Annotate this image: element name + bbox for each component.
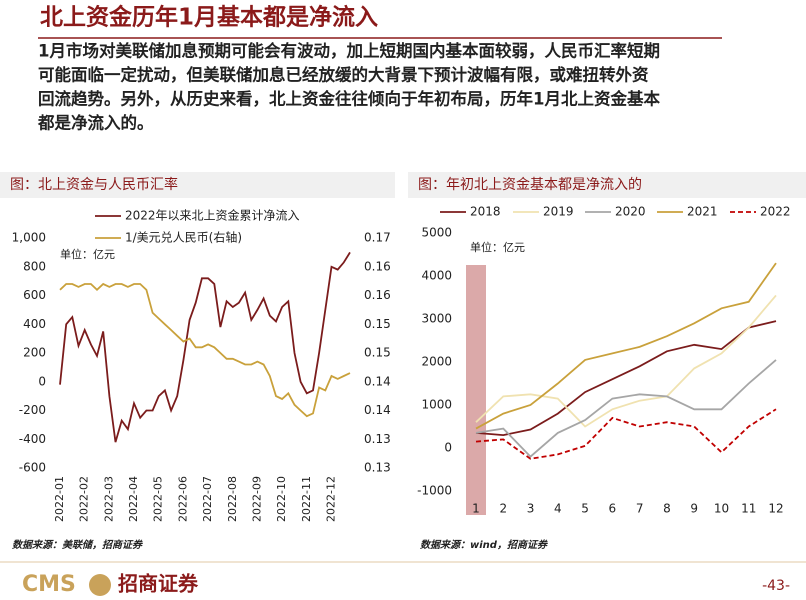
x-tick-label: 12 bbox=[768, 502, 783, 516]
x-tick-label: 11 bbox=[741, 502, 756, 516]
x-tick-label: 2 bbox=[499, 502, 507, 516]
unit-note: 单位：亿元 bbox=[470, 240, 525, 254]
x-tick-label: 2022-04 bbox=[127, 476, 140, 522]
highlight-band bbox=[466, 265, 486, 515]
x-tick-label: 5 bbox=[581, 502, 589, 516]
y-tick-label: 0 bbox=[444, 441, 452, 455]
y2-tick-label: 0.13 bbox=[364, 432, 391, 446]
y-tick-label: 600 bbox=[23, 288, 46, 302]
x-tick-label: 2022-03 bbox=[102, 476, 115, 522]
x-tick-label: 3 bbox=[527, 502, 535, 516]
y2-tick-label: 0.16 bbox=[364, 288, 391, 302]
y-tick-label: 2000 bbox=[421, 355, 452, 369]
legend-label: 2022年以来北上资金累计净流入 bbox=[125, 208, 300, 223]
x-tick-label: 1 bbox=[472, 502, 480, 516]
chart-title: 图：北上资金与人民币汇率 bbox=[10, 176, 178, 193]
series-line bbox=[475, 262, 777, 430]
legend-label: 2021 bbox=[687, 205, 718, 219]
x-tick-label: 2022-12 bbox=[324, 476, 337, 522]
y2-tick-label: 0.16 bbox=[364, 259, 391, 273]
y-tick-label: 5000 bbox=[421, 226, 452, 240]
legend-label: 2020 bbox=[615, 205, 646, 219]
y2-tick-label: 0.13 bbox=[364, 461, 391, 475]
y-tick-label: -1000 bbox=[417, 484, 452, 498]
x-tick-label: 9 bbox=[690, 502, 698, 516]
x-tick-label: 2022-09 bbox=[250, 476, 263, 522]
paragraph-line: 都是净流入的。 bbox=[37, 113, 154, 133]
x-tick-label: 2022-05 bbox=[152, 476, 165, 522]
y2-tick-label: 0.15 bbox=[364, 317, 391, 331]
x-tick-label: 8 bbox=[663, 502, 671, 516]
chart-title: 图：年初北上资金基本都是净流入的 bbox=[418, 176, 642, 193]
y-tick-label: -600 bbox=[19, 461, 46, 475]
series-line bbox=[475, 359, 777, 458]
y2-tick-label: 0.14 bbox=[364, 403, 391, 417]
panel-title-bar bbox=[408, 172, 806, 198]
x-tick-label: 2022-08 bbox=[226, 476, 239, 522]
x-tick-label: 2022-11 bbox=[300, 476, 313, 522]
source-note: 数据来源：wind，招商证券 bbox=[420, 539, 548, 551]
paragraph-line: 回流趋势。另外，从历史来看，北上资金往往倾向于年初布局，历年1月北上资金基本 bbox=[38, 89, 660, 109]
y-tick-label: 0 bbox=[38, 374, 46, 388]
x-tick-label: 7 bbox=[636, 502, 644, 516]
y-tick-label: 400 bbox=[23, 317, 46, 331]
x-tick-label: 2022-02 bbox=[78, 476, 91, 522]
x-tick-label: 4 bbox=[554, 502, 562, 516]
y-tick-label: -200 bbox=[19, 403, 46, 417]
source-note: 数据来源：美联储，招商证券 bbox=[12, 539, 143, 551]
panel-title-bar bbox=[0, 172, 395, 198]
series-line bbox=[59, 282, 351, 418]
series-line bbox=[475, 320, 777, 437]
legend-label: 2018 bbox=[470, 205, 501, 219]
y2-tick-label: 0.15 bbox=[364, 346, 391, 360]
footer-logo: CMS bbox=[22, 572, 76, 597]
y2-tick-label: 0.17 bbox=[364, 231, 391, 245]
x-tick-label: 2022-06 bbox=[176, 476, 189, 522]
footer-company: 招商证券 bbox=[118, 572, 199, 596]
y-tick-label: 3000 bbox=[421, 312, 452, 326]
y-tick-label: 200 bbox=[23, 346, 46, 360]
paragraph-line: 1月市场对美联储加息预期可能会有波动，加上短期国内基本面较弱，人民币汇率短期 bbox=[38, 41, 660, 61]
page-number: -43- bbox=[762, 578, 790, 594]
series-line bbox=[59, 251, 351, 443]
x-tick-label: 2022-10 bbox=[275, 476, 288, 522]
x-tick-label: 2022-07 bbox=[201, 476, 214, 522]
unit-note: 单位：亿元 bbox=[60, 247, 115, 261]
logo-icon bbox=[89, 574, 111, 596]
series-line bbox=[475, 408, 777, 460]
series-line bbox=[475, 294, 777, 428]
x-tick-label: 6 bbox=[609, 502, 617, 516]
y-tick-label: -400 bbox=[19, 432, 46, 446]
x-tick-label: 2022-01 bbox=[53, 476, 66, 522]
legend-label: 2019 bbox=[543, 205, 574, 219]
x-tick-label: 10 bbox=[714, 502, 729, 516]
y-tick-label: 1000 bbox=[421, 398, 452, 412]
paragraph-line: 可能面临一定扰动，但美联储加息已经放缓的大背景下预计波幅有限，或难扭转外资 bbox=[38, 65, 649, 85]
page-title: 北上资金历年1月基本都是净流入 bbox=[40, 4, 378, 31]
y-tick-label: 800 bbox=[23, 259, 46, 273]
legend-label: 2022 bbox=[760, 205, 791, 219]
y2-tick-label: 0.14 bbox=[364, 374, 391, 388]
y-tick-label: 1,000 bbox=[12, 231, 46, 245]
y-tick-label: 4000 bbox=[421, 269, 452, 283]
legend-label: 1/美元兑人民币(右轴) bbox=[125, 230, 242, 245]
